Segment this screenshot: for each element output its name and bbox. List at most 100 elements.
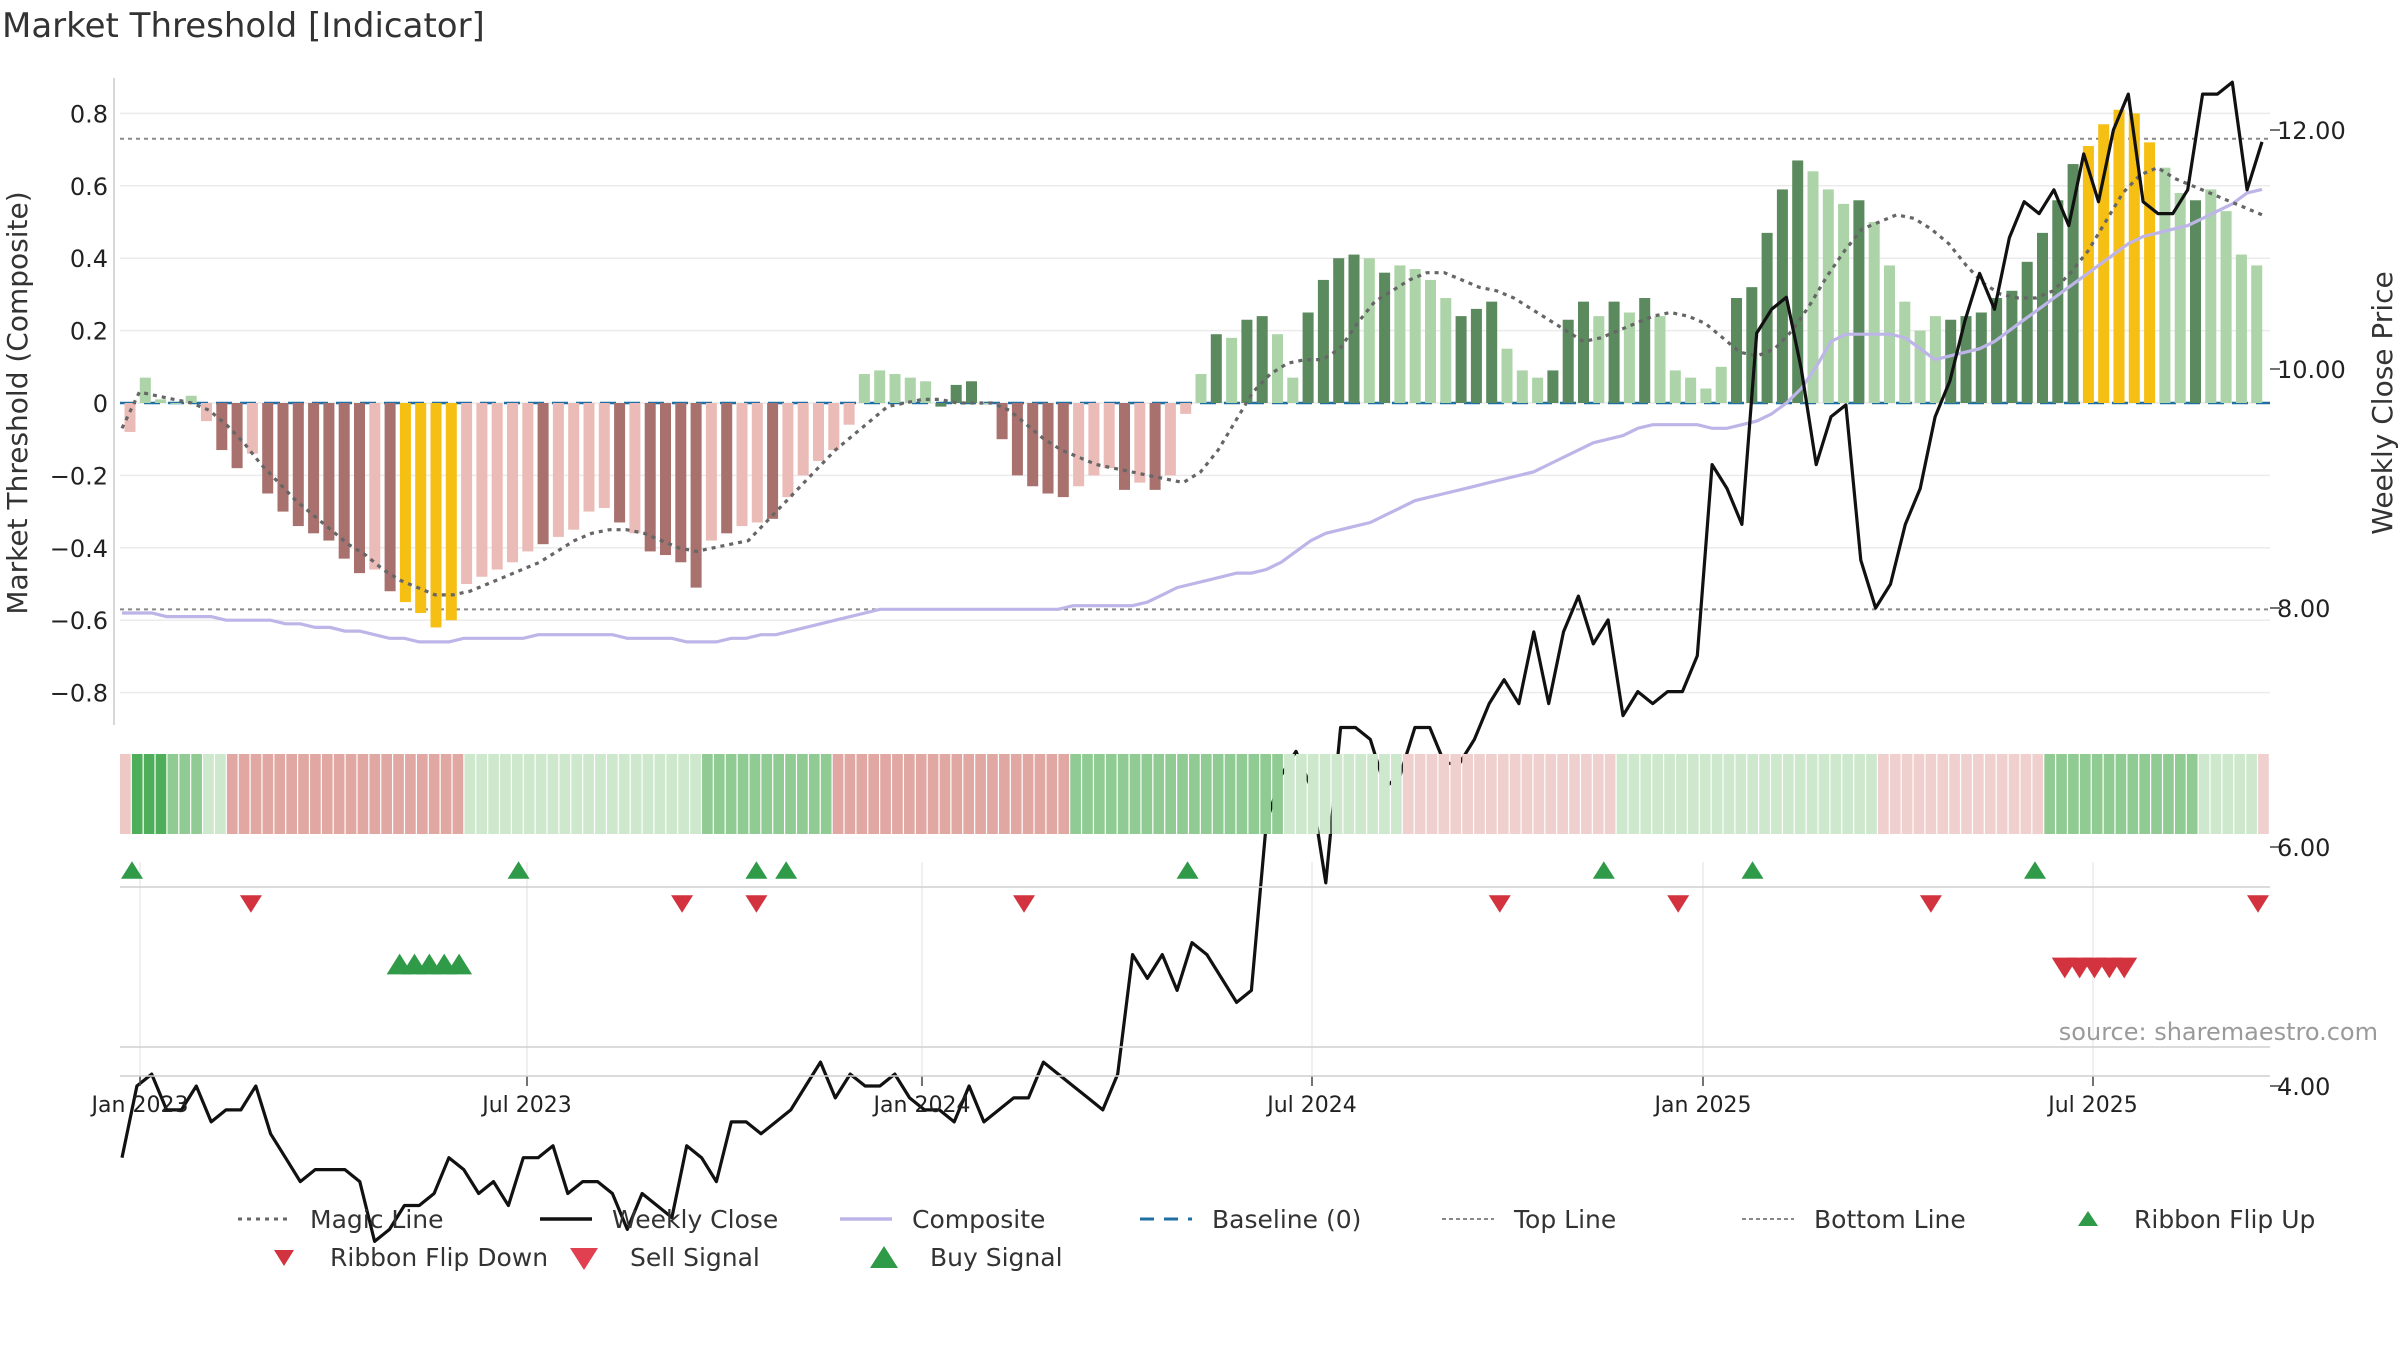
ribbon-cell <box>1260 754 1272 834</box>
ribbon-cell <box>298 754 309 834</box>
ribbon-cell <box>1699 754 1711 834</box>
reference-lines <box>120 137 2270 611</box>
threshold-bar <box>216 403 228 451</box>
threshold-bar <box>1424 279 1437 403</box>
threshold-bar <box>1118 403 1131 490</box>
ribbon-cell <box>262 754 274 834</box>
ribbon-cell <box>321 754 333 834</box>
ribbon-cell <box>1248 754 1260 834</box>
ribbon-cell <box>1355 754 1367 834</box>
y-left-tick-label: 0.8 <box>70 100 108 128</box>
ribbon-cell <box>1937 754 1949 834</box>
buy-signal-marker <box>446 953 473 975</box>
threshold-bar <box>1532 377 1544 403</box>
threshold-bar <box>369 403 381 570</box>
ribbon-cell <box>1141 754 1153 834</box>
threshold-bar <box>1348 254 1360 403</box>
ribbon-cell <box>1794 754 1806 834</box>
ribbon-cell <box>1046 754 1058 834</box>
ribbon-cell <box>1319 754 1331 834</box>
threshold-bar <box>1807 171 1819 403</box>
ribbon-cell <box>2068 754 2079 834</box>
threshold-bar <box>1210 334 1222 403</box>
ribbon-cell <box>820 754 832 834</box>
ribbon-cell <box>2115 754 2127 834</box>
axes: 0.8 0.6 0.4 0.2 0 −0.2 −0.4 −0.6 −0.8 12.00 10.00 8… <box>1 78 2399 1118</box>
ribbon-cell <box>2222 754 2234 834</box>
threshold-bar <box>644 403 656 552</box>
threshold-bar <box>415 403 427 613</box>
threshold-bar <box>1991 298 2003 403</box>
threshold-bar <box>1241 319 1253 403</box>
threshold-bar <box>1470 308 1482 403</box>
ribbon-cell <box>1771 754 1782 834</box>
threshold-bar <box>2036 232 2049 403</box>
threshold-bar <box>2251 265 2263 403</box>
y-right-tick-label: 12.00 <box>2277 117 2346 145</box>
ribbon-cell <box>1343 754 1355 834</box>
ribbon-cell <box>286 754 297 834</box>
ribbon-cell <box>1901 754 1913 834</box>
ribbon-cell <box>226 754 238 834</box>
ribbon-cell <box>2210 754 2222 834</box>
ribbon-cell <box>405 754 416 834</box>
threshold-bar <box>552 403 564 537</box>
ribbon-cell <box>1082 754 1093 834</box>
ribbon-cell <box>2079 754 2091 834</box>
threshold-bar <box>139 377 151 403</box>
threshold-bar <box>1945 319 1957 403</box>
threshold-bar <box>200 403 213 422</box>
ribbon-cell <box>500 754 511 834</box>
ribbon-cell <box>1509 754 1521 834</box>
ribbon-cell <box>2186 754 2198 834</box>
ribbon-cell <box>1616 754 1628 834</box>
ribbon-cell <box>1105 754 1117 834</box>
ribbon-cell <box>737 754 749 834</box>
y-left-axis-title: Market Threshold (Composite) <box>1 191 34 614</box>
ribbon-cell <box>844 754 856 834</box>
ribbon-cell <box>511 754 523 834</box>
threshold-bar <box>1669 370 1681 403</box>
legend-swatch <box>238 1217 290 1221</box>
threshold-bar <box>1440 298 1452 403</box>
threshold-bar <box>1547 370 1559 403</box>
ribbon-cell <box>2020 754 2032 834</box>
ribbon-cell <box>2246 754 2257 834</box>
threshold-bar <box>1011 403 1023 476</box>
ribbon-cell <box>1034 754 1046 834</box>
legend-item: Ribbon Flip Up <box>2060 1204 2315 1234</box>
ribbon-cell <box>725 754 737 834</box>
threshold-bar <box>1103 403 1115 469</box>
ribbon-cell <box>1022 754 1034 834</box>
signal-panels <box>120 861 2270 1077</box>
ribbon-cell <box>1094 754 1105 834</box>
threshold-bar <box>1180 403 1192 414</box>
threshold-bar <box>1073 403 1085 487</box>
ribbon-cell <box>832 754 844 834</box>
threshold-bar <box>598 403 610 508</box>
ribbon-cell <box>1153 754 1165 834</box>
ribbon-cell <box>2151 754 2162 834</box>
threshold-bar <box>996 403 1008 440</box>
threshold-bar <box>1700 388 1712 403</box>
ribbon-cell <box>1390 754 1402 834</box>
ribbon-cell <box>333 754 345 834</box>
ribbon-cell <box>1711 754 1723 834</box>
ribbon-cell <box>1818 754 1830 834</box>
ribbon-cell <box>987 754 998 834</box>
threshold-bar <box>1333 258 1345 403</box>
ribbon-cell <box>120 754 131 834</box>
legend-label: Ribbon Flip Down <box>330 1242 549 1272</box>
ribbon-cell <box>1640 754 1652 834</box>
ribbon-cell <box>143 754 155 834</box>
ribbon-cell <box>1687 754 1699 834</box>
ribbon-cell <box>678 754 689 834</box>
ribbon-cell <box>1723 754 1735 834</box>
legend-label: Sell Signal <box>630 1242 760 1272</box>
ribbon-flip-up-marker <box>2023 861 2046 879</box>
ribbon-cell <box>892 754 903 834</box>
ribbon-cell <box>476 754 488 834</box>
ribbon-cell <box>452 754 464 834</box>
ribbon-cell <box>1925 754 1937 834</box>
ribbon-cell <box>155 754 167 834</box>
